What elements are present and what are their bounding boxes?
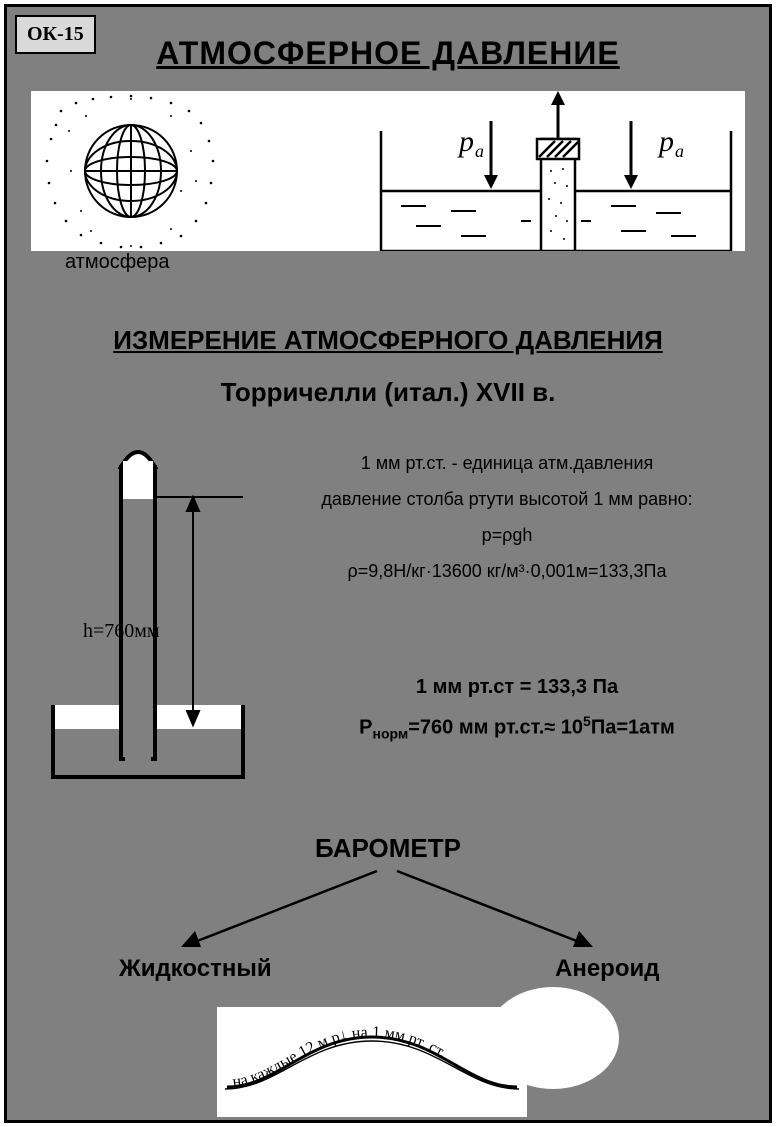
pa-label-left: p <box>457 125 474 158</box>
def-line-1: 1 мм рт.ст. - единица атм.давления <box>267 445 747 481</box>
pa-label-right: p <box>657 125 674 158</box>
barometer-branch-svg <box>127 859 647 959</box>
svg-text:a: a <box>475 141 484 161</box>
top-illustration-strip: p a p a <box>31 91 745 251</box>
top-illustration-svg: p a p a <box>31 91 745 251</box>
author-line: Торричелли (итал.) XVII в. <box>7 377 769 408</box>
wave-curve-svg: на каждые 12 м p↓ на 1 мм рт. ст. <box>217 1007 527 1117</box>
wave-text-right: на 1 мм рт. ст. <box>351 1024 449 1062</box>
barometer-type-aneroid: Анероид <box>555 955 659 983</box>
wave-text-left: на каждые 12 м p <box>231 1029 341 1091</box>
measurement-subtitle: ИЗМЕРЕНИЕ АТМОСФЕРНОГО ДАВЛЕНИЯ <box>7 325 769 356</box>
page-frame: ОК-15 АТМОСФЕРНОЕ ДАВЛЕНИЕ <box>4 4 772 1123</box>
atmosphere-caption: атмосфера <box>65 251 170 274</box>
equation-block: 1 мм рт.ст = 133,3 Па Pнорм=760 мм рт.ст… <box>287 667 747 748</box>
main-title: АТМОСФЕРНОЕ ДАВЛЕНИЕ <box>7 35 769 72</box>
def-line-2: давление столба ртути высотой 1 мм равно… <box>267 481 747 517</box>
torricelli-tube-diagram: h=760мм <box>43 437 263 797</box>
def-line-4: ρ=9,8Н/кг·13600 кг/м³·0,001м=133,3Па <box>267 553 747 589</box>
height-label: h=760мм <box>83 620 160 642</box>
wave-rule-box: на каждые 12 м p↓ на 1 мм рт. ст. <box>217 1007 527 1117</box>
def-line-3: p=ρgh <box>267 517 747 553</box>
eq-line-1: 1 мм рт.ст = 133,3 Па <box>287 667 747 707</box>
barometer-type-liquid: Жидкостный <box>119 955 272 983</box>
svg-text:a: a <box>675 141 684 161</box>
eq-line-2: Pнорм=760 мм рт.ст.≈ 105Па=1атм <box>287 707 747 748</box>
svg-text:на каждые 12 м p↓ на 1 мм рт.: на каждые 12 м p↓ на 1 мм рт. ст. <box>231 1024 449 1091</box>
definition-text-block: 1 мм рт.ст. - единица атм.давления давле… <box>267 445 747 589</box>
